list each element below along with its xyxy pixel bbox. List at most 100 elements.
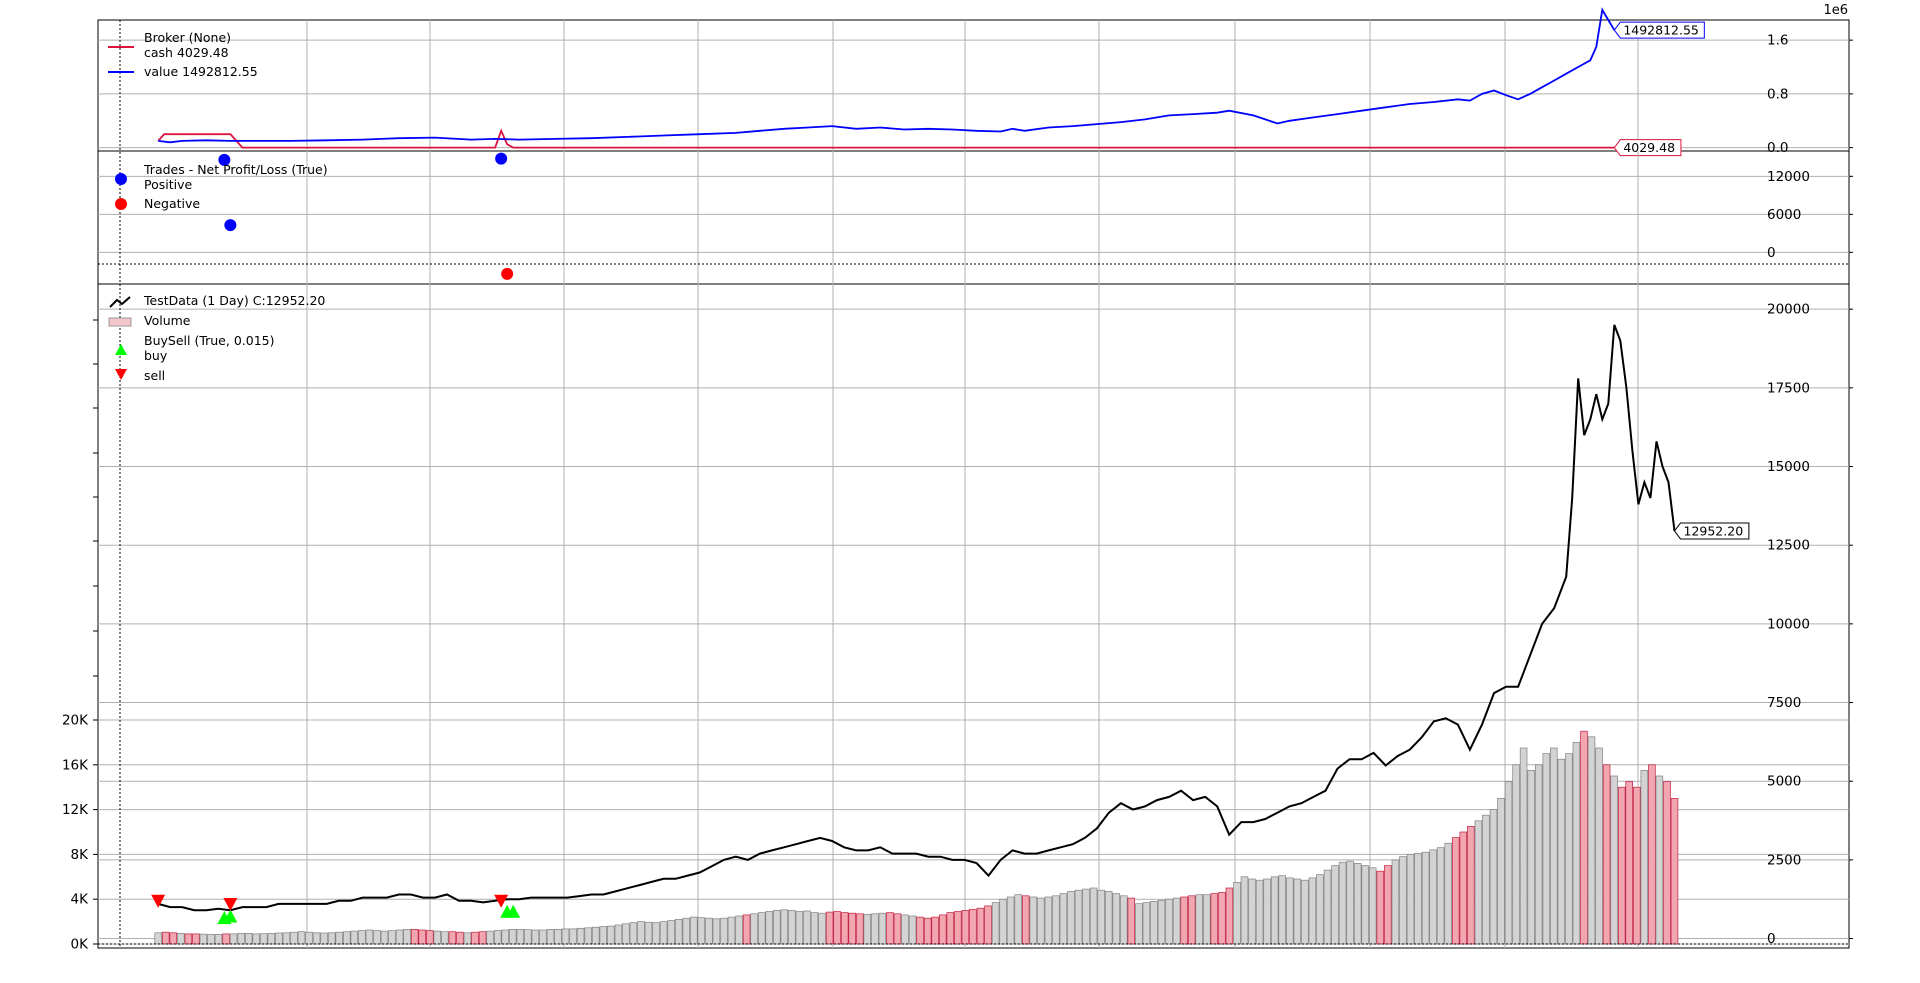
broker-cash-line bbox=[157, 128, 1615, 149]
trade-negative-point bbox=[501, 267, 514, 280]
volume-bar bbox=[825, 911, 834, 945]
volume-bar bbox=[290, 931, 298, 945]
y-tick-label: 0K bbox=[71, 937, 90, 953]
volume-bar bbox=[780, 909, 789, 945]
volume-bar bbox=[818, 912, 826, 945]
volume-bar bbox=[1142, 902, 1151, 945]
volume-bar bbox=[1293, 878, 1302, 945]
volume-bar bbox=[1082, 888, 1090, 945]
y-tick-label: 20000 bbox=[1767, 302, 1810, 318]
volume-bar bbox=[1467, 826, 1475, 945]
volume-bar bbox=[938, 914, 947, 945]
legend-positive-label: Positive bbox=[144, 177, 192, 192]
volume-bar bbox=[1504, 781, 1513, 945]
volume-bar bbox=[1414, 852, 1422, 945]
broker-cash-last-label: 4029.48 bbox=[1623, 140, 1675, 155]
volume-bar bbox=[871, 913, 879, 945]
volume-bar bbox=[1640, 770, 1649, 945]
volume-bar bbox=[1572, 742, 1581, 945]
volume-bar bbox=[1595, 747, 1603, 945]
broker-cash-last-label-box bbox=[1613, 139, 1682, 157]
volume-bar bbox=[1203, 894, 1211, 945]
trades-points bbox=[218, 152, 514, 280]
legend-negative-swatch bbox=[115, 198, 127, 210]
legend-volume-label: Volume bbox=[144, 313, 191, 328]
volume-bar bbox=[1602, 764, 1611, 945]
volume-bar bbox=[1550, 747, 1558, 945]
volume-bar bbox=[373, 930, 381, 945]
y-tick-label: 0 bbox=[1767, 931, 1776, 947]
volume-bar bbox=[1459, 831, 1468, 945]
volume-bar bbox=[923, 917, 932, 945]
volume-bar bbox=[591, 926, 600, 945]
volume-bar bbox=[690, 916, 698, 945]
volume-bar bbox=[395, 929, 404, 945]
volume-bar bbox=[742, 914, 751, 945]
volume-bar bbox=[1519, 747, 1528, 945]
volume-bar bbox=[1610, 775, 1618, 945]
volume-bar bbox=[1195, 894, 1203, 945]
broker-value-last-label: 1492812.55 bbox=[1623, 23, 1699, 38]
price-series: 12952.20 bbox=[157, 324, 1750, 912]
volume-bar bbox=[426, 930, 434, 945]
volume-bar bbox=[1233, 882, 1241, 945]
volume-bar bbox=[999, 898, 1007, 945]
volume-bar bbox=[916, 916, 924, 945]
volume-bar bbox=[1534, 764, 1543, 945]
volume-bar bbox=[327, 932, 336, 945]
volume-bar bbox=[1157, 899, 1166, 945]
volume-bar bbox=[222, 933, 230, 945]
price-close-last-label-box bbox=[1673, 522, 1750, 540]
volume-bar bbox=[343, 931, 351, 945]
legend-price-swatch bbox=[109, 296, 131, 308]
volume-bar bbox=[1021, 895, 1030, 945]
volume-bar bbox=[471, 931, 479, 945]
broker-scale-label: 1e6 bbox=[1823, 3, 1848, 18]
volume-bar bbox=[508, 929, 517, 945]
volume-bar bbox=[856, 913, 864, 945]
volume-bar bbox=[531, 929, 540, 945]
volume-bar bbox=[1308, 877, 1317, 945]
volume-bar bbox=[1014, 894, 1022, 945]
volume-bar bbox=[1112, 893, 1121, 945]
volume-bar bbox=[524, 929, 532, 945]
volume-bar bbox=[546, 929, 555, 945]
broker-series: 4029.48 1492812.55 bbox=[157, 7, 1705, 157]
volume-bar bbox=[878, 912, 887, 945]
volume-bar bbox=[1625, 781, 1633, 945]
volume-bar bbox=[1512, 764, 1520, 945]
legend-cash-label: cash 4029.48 bbox=[144, 45, 229, 60]
volume-bar bbox=[886, 912, 894, 945]
volume-bar bbox=[705, 917, 713, 945]
volume-bar bbox=[1052, 895, 1060, 945]
volume-bar bbox=[1029, 896, 1038, 945]
volume-bar bbox=[1278, 875, 1286, 945]
legend-sell-swatch bbox=[115, 369, 127, 380]
volume-bar bbox=[1006, 896, 1015, 945]
volume-bar bbox=[1150, 901, 1158, 945]
volume-bar bbox=[757, 912, 766, 945]
volume-bar bbox=[931, 916, 939, 945]
volume-bar bbox=[177, 933, 185, 945]
volume-bar bbox=[1165, 898, 1173, 945]
volume-bar bbox=[275, 932, 283, 945]
volume-bar bbox=[1135, 903, 1143, 945]
volume-bar bbox=[207, 934, 215, 945]
volume-bar bbox=[305, 931, 313, 945]
trade-positive-point bbox=[224, 219, 237, 232]
volume-bar bbox=[1172, 897, 1181, 945]
volume-bar bbox=[1353, 863, 1362, 945]
volume-bar bbox=[1497, 798, 1505, 945]
volume-bar bbox=[1565, 753, 1573, 945]
volume-bar bbox=[1580, 730, 1588, 945]
volume-bar bbox=[297, 931, 306, 945]
sell-marker bbox=[223, 897, 238, 911]
volume-bar bbox=[260, 933, 268, 945]
volume-bar bbox=[893, 913, 902, 945]
y-tick-label: 7500 bbox=[1767, 695, 1801, 711]
volume-bar bbox=[607, 925, 615, 945]
volume-bar bbox=[1648, 764, 1656, 945]
volume-bar bbox=[795, 911, 804, 945]
volume-bar bbox=[1399, 856, 1407, 945]
volume-bar bbox=[1670, 798, 1679, 945]
